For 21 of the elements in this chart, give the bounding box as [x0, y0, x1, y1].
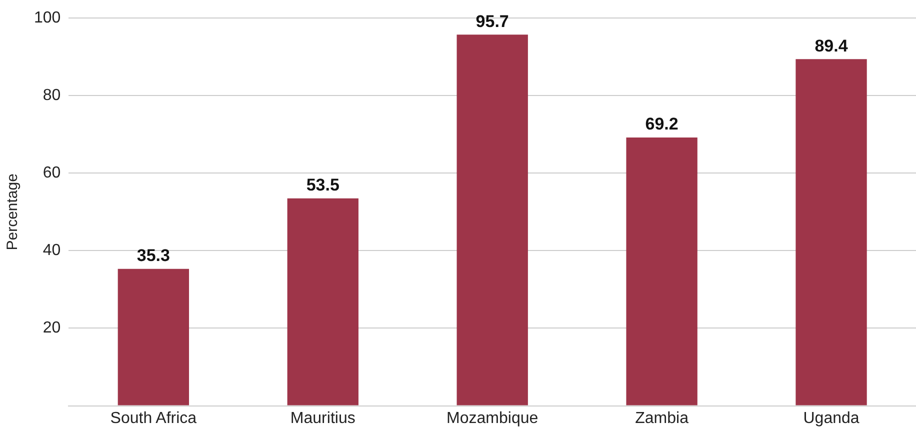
bar	[287, 198, 358, 406]
data-label: 35.3	[136, 246, 170, 266]
y-tick-label: 60	[42, 164, 61, 182]
bar	[456, 34, 528, 406]
y-tick-label: 80	[42, 86, 61, 104]
y-axis-title: Percentage	[4, 174, 22, 250]
data-label: 53.5	[306, 176, 340, 195]
x-tick-label: Mauritius	[290, 410, 356, 427]
data-label: 95.7	[476, 12, 509, 31]
x-tick-label: South Africa	[110, 410, 197, 427]
y-tick-label: 20	[42, 320, 61, 337]
y-tick-label: 100	[34, 9, 61, 26]
x-tick-label: Zambia	[635, 410, 689, 427]
x-tick-label: Mozambique	[446, 410, 538, 427]
bar	[118, 268, 190, 406]
data-label: 69.2	[645, 114, 678, 134]
data-label: 89.4	[814, 36, 848, 56]
x-tick-label: Uganda	[803, 410, 860, 427]
bar	[626, 137, 698, 406]
y-tick-label: 40	[42, 242, 61, 260]
bar	[796, 59, 867, 406]
